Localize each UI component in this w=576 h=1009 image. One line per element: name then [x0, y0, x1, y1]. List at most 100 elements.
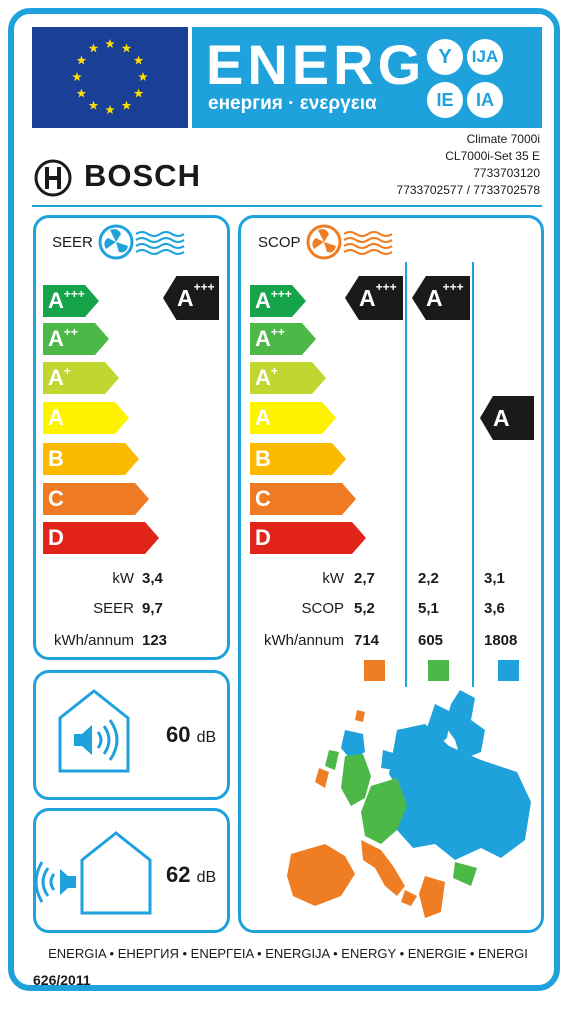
kw-value-average: 2,2 — [418, 570, 439, 587]
rating-letter: A — [426, 285, 443, 311]
class-bar-6: D — [250, 522, 366, 554]
rating-plus: +++ — [375, 280, 397, 294]
annual-energy-value-colder: 1808 — [484, 632, 518, 649]
class-bar-4: B — [43, 443, 139, 475]
class-plus: ++ — [270, 325, 285, 339]
footer-languages: ENERGIA • ЕНЕРГИЯ • ΕΝΕΡΓΕΙΑ • ENERGIJA … — [48, 946, 528, 961]
annual-energy-value-warmer: 714 — [354, 632, 380, 649]
class-letter: D — [255, 525, 271, 550]
class-letter: A — [255, 326, 271, 351]
class-plus: ++ — [63, 325, 78, 339]
europe-climate-map — [287, 690, 531, 918]
kw-label: kW — [112, 570, 134, 587]
energy-banner: ENERG енергия · ενεργεια Y IJA IE IA — [192, 27, 542, 128]
zone-average-swatch — [428, 660, 449, 681]
rating-plus: +++ — [442, 280, 464, 294]
class-bar-0: A+++ — [250, 285, 306, 317]
outdoor-db-unit: dB — [196, 869, 217, 886]
energy-word: ENERG — [206, 33, 426, 96]
eu-star-icon — [88, 100, 99, 110]
class-bar-5: C — [250, 483, 356, 515]
scop-value-colder: 3,6 — [484, 600, 505, 617]
lang-circle-ie: IE — [427, 82, 463, 118]
model-info: Climate 7000i CL7000i-Set 35 E 773370312… — [397, 131, 540, 199]
class-bar-3: A — [43, 402, 129, 434]
lang-circle-ija: IJA — [467, 39, 503, 75]
class-letter: A — [48, 326, 64, 351]
model-line: CL7000i-Set 35 E — [445, 149, 540, 163]
header-divider — [32, 205, 542, 207]
class-bar-2: A+ — [250, 362, 326, 394]
class-plus: +++ — [63, 287, 85, 301]
cooling-panel — [33, 215, 230, 660]
zone-divider — [405, 262, 407, 687]
annual-energy-value-average: 605 — [418, 632, 444, 649]
fan-cooling-icon — [98, 224, 185, 260]
indoor-db-number: 60 — [166, 722, 191, 747]
class-letter: C — [48, 486, 64, 511]
annual-energy-value: 123 — [142, 632, 168, 649]
class-letter: A — [255, 288, 271, 313]
scop-rating-badge-warmer: A+++ — [345, 276, 403, 320]
kw-label: kW — [322, 570, 344, 587]
annual-energy-label: kWh/annum — [263, 632, 344, 649]
class-bar-6: D — [43, 522, 159, 554]
class-letter: C — [255, 486, 271, 511]
indoor-noise-value: 60 dB — [166, 722, 216, 748]
class-letter: A — [255, 365, 271, 390]
class-bar-5: C — [43, 483, 149, 515]
outdoor-noise-value: 62 dB — [166, 862, 216, 888]
model-line: 7733702577 / 7733702578 — [396, 183, 540, 197]
bosch-logo-icon — [34, 159, 72, 197]
scop-label: SCOP — [301, 600, 344, 617]
eu-star-icon — [76, 55, 87, 65]
rating-letter: A — [359, 285, 376, 311]
scop-value-average: 5,1 — [418, 600, 439, 617]
eu-star-icon — [121, 43, 132, 53]
class-bar-1: A++ — [43, 323, 109, 355]
eu-star-icon — [121, 100, 132, 110]
eu-star-icon — [133, 55, 144, 65]
zone-divider — [472, 262, 474, 687]
outdoor-noise-panel — [33, 808, 230, 933]
zone-colder-swatch — [498, 660, 519, 681]
indoor-noise-panel — [33, 670, 230, 800]
zone-warmer-swatch — [364, 660, 385, 681]
eu-star-icon — [133, 88, 144, 98]
indoor-unit-speaker-icon — [58, 689, 130, 773]
class-letter: B — [48, 446, 64, 471]
class-letter: A — [48, 288, 64, 313]
class-bar-2: A+ — [43, 362, 119, 394]
fan-heating-icon — [306, 224, 393, 260]
seer-value: 9,7 — [142, 600, 163, 617]
lang-circle-y: Y — [427, 39, 463, 75]
class-bar-1: A++ — [250, 323, 316, 355]
eu-star-icon — [138, 72, 148, 82]
kw-value: 3,4 — [142, 570, 163, 587]
seer-title: SEER — [52, 234, 93, 251]
class-bar-3: A — [250, 402, 336, 434]
annual-energy-label: kWh/annum — [53, 632, 134, 649]
outdoor-db-number: 62 — [166, 862, 191, 887]
scop-rating-badge-colder: A — [480, 396, 534, 440]
kw-value-colder: 3,1 — [484, 570, 505, 587]
eu-star-icon — [88, 43, 99, 53]
rating-letter: A — [493, 405, 510, 431]
seer-label: SEER — [93, 600, 134, 617]
scop-value-warmer: 5,2 — [354, 600, 375, 617]
class-letter: D — [48, 525, 64, 550]
eu-star-icon — [76, 88, 87, 98]
eu-star-icon — [72, 72, 82, 82]
class-letter: A — [48, 405, 64, 430]
class-plus: + — [63, 364, 71, 378]
regulation-number: 626/2011 — [33, 972, 91, 988]
class-plus: + — [270, 364, 278, 378]
indoor-db-unit: dB — [196, 729, 217, 746]
seer-rating-badge: A+++ — [163, 276, 219, 320]
rating-plus: +++ — [193, 280, 215, 294]
eu-star-icon — [105, 105, 115, 115]
energy-subtitle: енергия · ενεργεια — [208, 93, 377, 114]
scop-title: SCOP — [258, 234, 301, 251]
eu-flag — [32, 27, 188, 128]
class-bar-0: A+++ — [43, 285, 99, 317]
